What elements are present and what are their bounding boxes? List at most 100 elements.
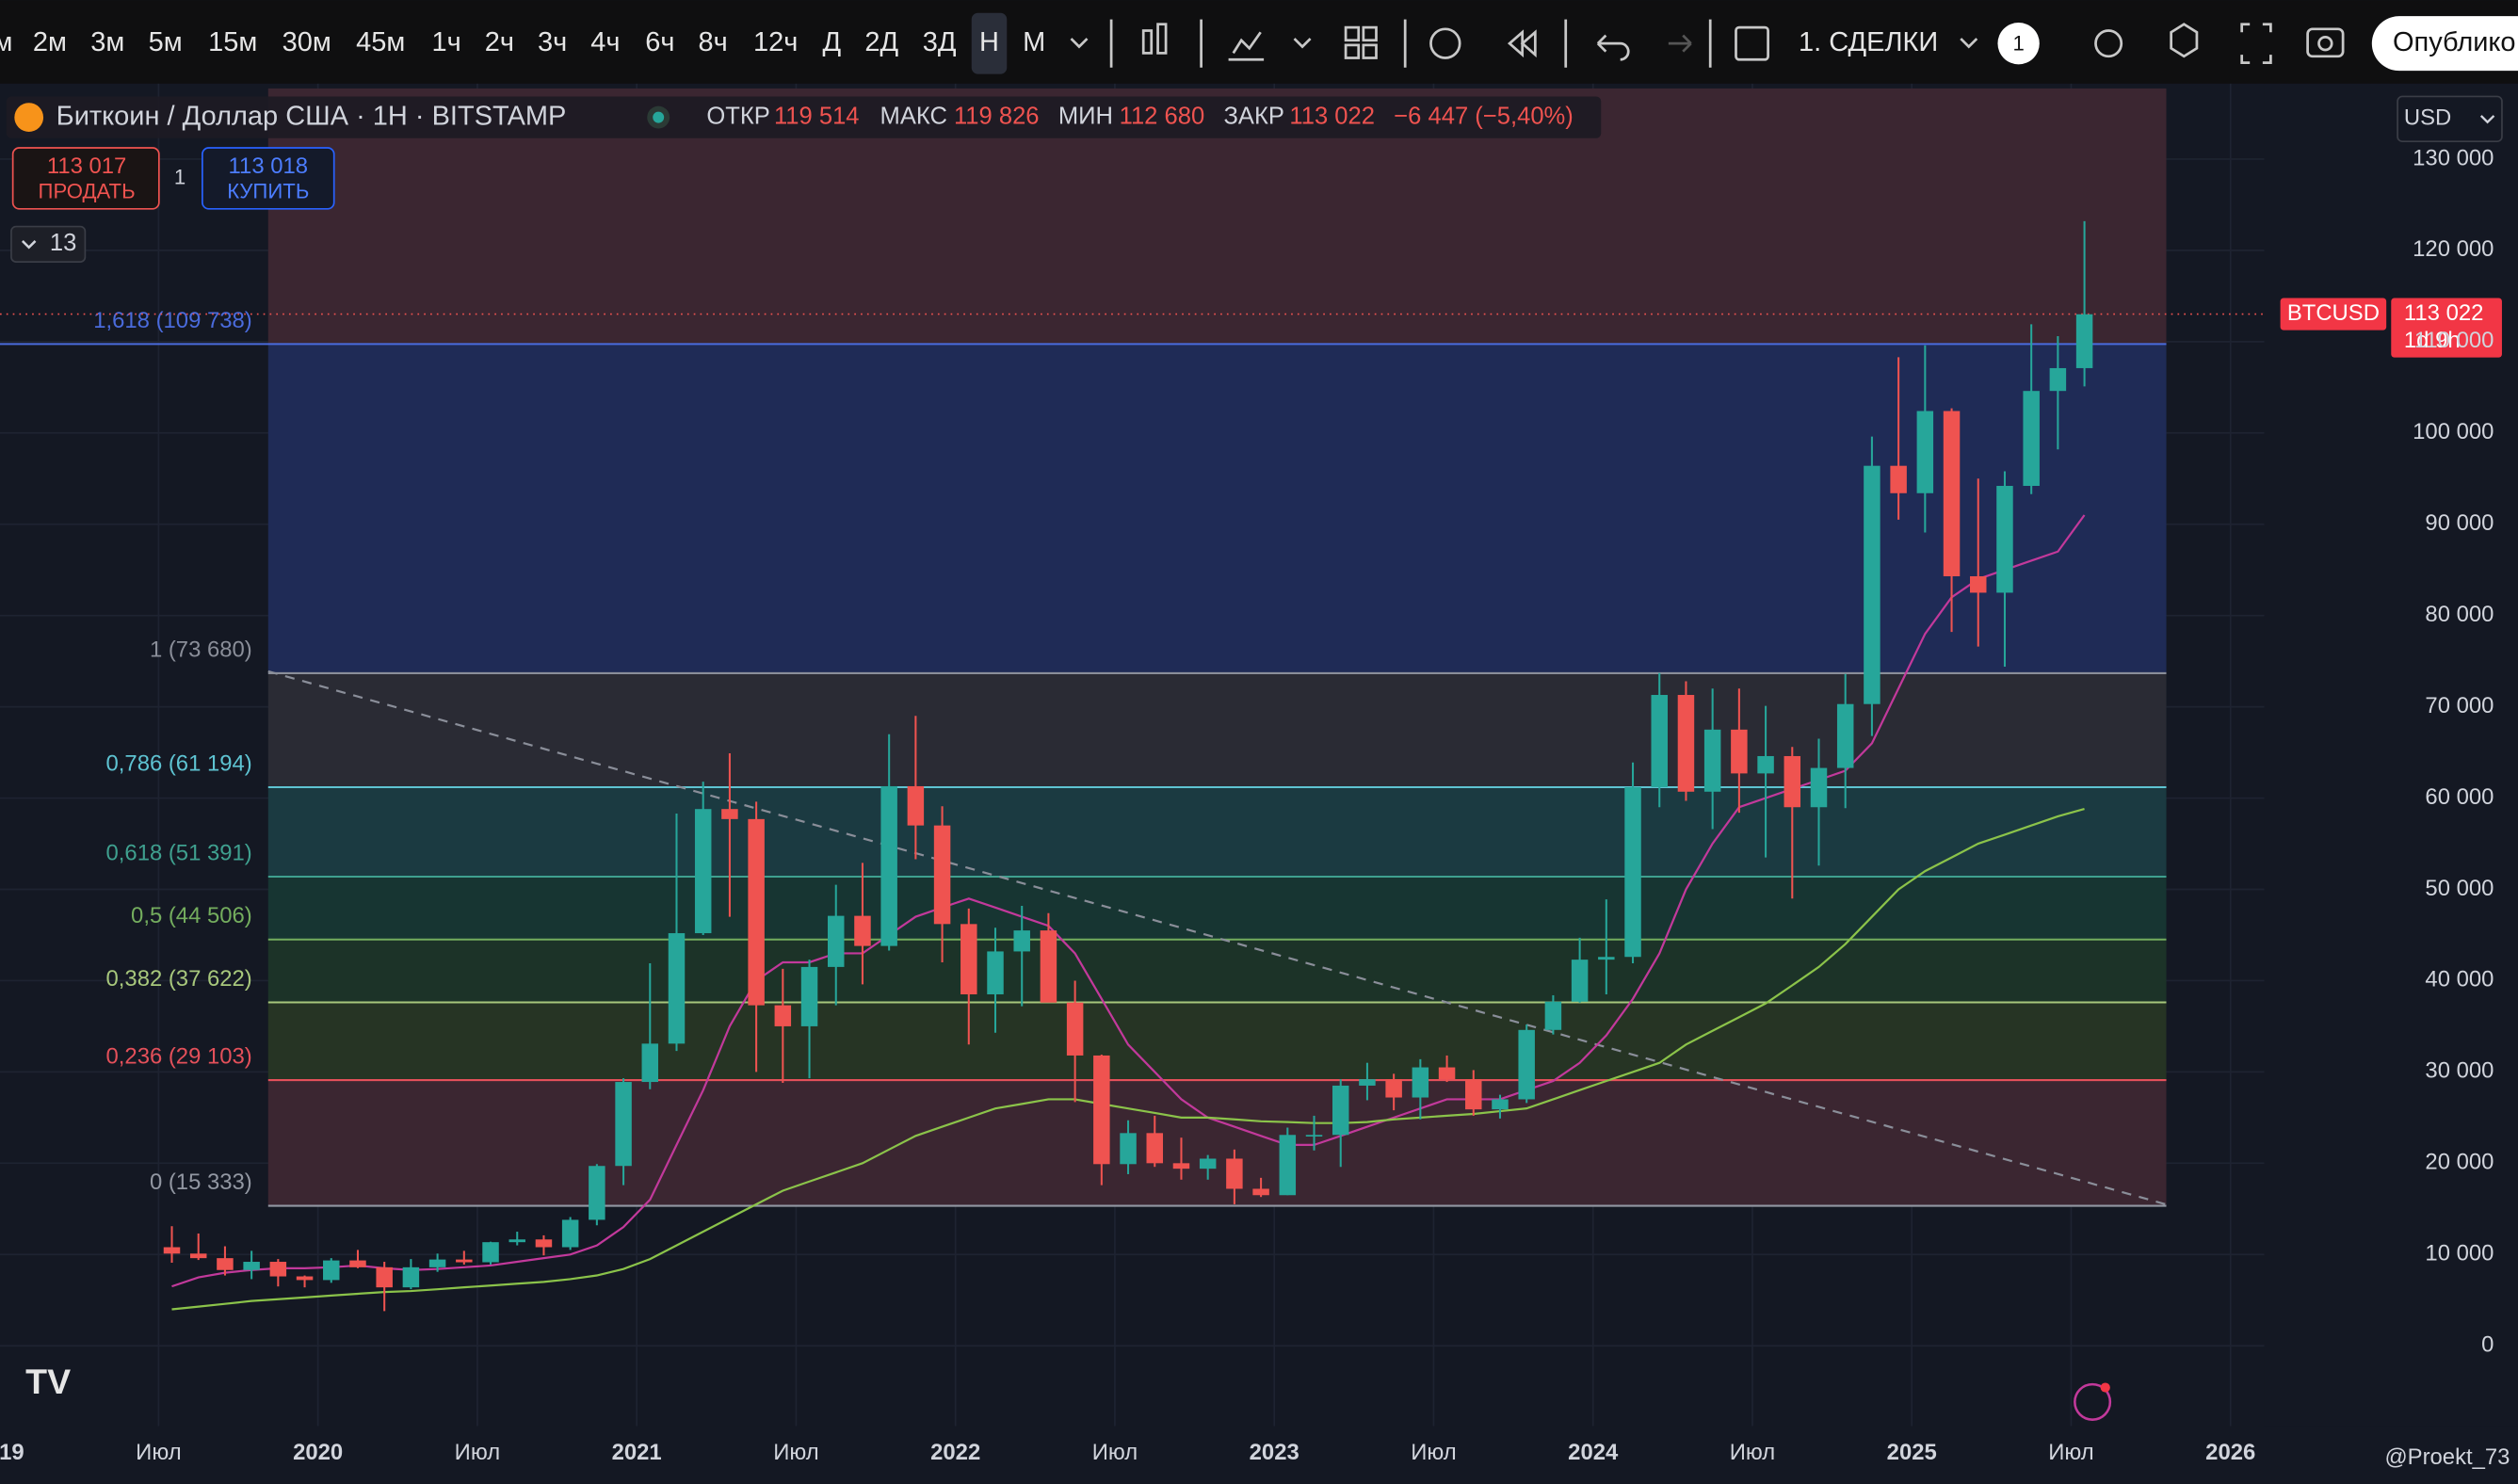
layout-icon[interactable] (1735, 25, 1769, 61)
candle-body (641, 1043, 659, 1083)
timeframe[interactable]: м (0, 27, 12, 57)
replay-icon[interactable] (1507, 29, 1537, 58)
candle-body (189, 1253, 207, 1259)
layout-name[interactable]: 1. СДЕЛКИ (1799, 27, 1938, 57)
alerts-count: 1 (2012, 32, 2024, 56)
y-tick-label: 0 (2481, 1332, 2494, 1358)
countdown: 1d 9h (2404, 328, 2461, 353)
candle-icon[interactable] (1141, 29, 1154, 55)
candle-body (880, 785, 897, 946)
time-axis (0, 1426, 2518, 1484)
fullscreen-icon[interactable] (2240, 23, 2272, 64)
x-tick-label: Июл (1730, 1440, 1775, 1465)
timeframe[interactable]: 3ч (538, 27, 567, 57)
symbol-tag: BTCUSD (2287, 300, 2380, 326)
candle-body (535, 1239, 553, 1248)
y-tick-label: 70 000 (2425, 693, 2494, 718)
x-tick-label: 2024 (1568, 1440, 1619, 1465)
candle-body (1385, 1079, 1402, 1098)
timeframe[interactable]: Н (979, 27, 999, 57)
candle-body (1359, 1079, 1376, 1086)
candle-body (1518, 1029, 1535, 1100)
candle-body (748, 818, 765, 1006)
timeframe[interactable]: 6ч (645, 27, 674, 57)
status-dot (653, 111, 665, 123)
timeframe[interactable]: 2м (33, 27, 67, 57)
sell-price: 113 017 (47, 153, 126, 179)
timeframe[interactable]: 30м (282, 27, 331, 57)
change: −6 447 (−5,40%) (1394, 103, 1574, 129)
candle-body (721, 809, 738, 819)
x-tick-label: Июл (2048, 1440, 2093, 1465)
candle-body (1544, 1001, 1562, 1030)
timeframe[interactable]: 8ч (699, 27, 728, 57)
flash-icon[interactable] (2074, 1382, 2112, 1421)
candle-body (428, 1259, 446, 1267)
timeframes: м 2м 3м 5м 15м 30м 45м 1ч 2ч 3ч 4ч 6ч 8ч 12ч Д 2Д 3Д НМ (0, 12, 1045, 74)
y-tick-label: 80 000 (2425, 602, 2494, 627)
snapshot-icon[interactable] (2306, 27, 2345, 58)
btc-icon (14, 103, 44, 132)
timeframe[interactable]: 3Д (923, 27, 957, 57)
candle-body (1996, 486, 2013, 593)
undo[interactable] (1596, 34, 1630, 61)
timeframe[interactable]: 4ч (590, 27, 620, 57)
buy-button[interactable] (202, 147, 335, 210)
timeframe[interactable]: 5м (149, 27, 183, 57)
candle-body (1305, 1135, 1323, 1137)
candle-body (349, 1260, 366, 1267)
y-tick-label: 50 000 (2425, 876, 2494, 901)
candle-body (1465, 1079, 1482, 1110)
fib-zone (267, 1002, 2167, 1081)
timeframe[interactable]: 2ч (485, 27, 514, 57)
candle-body (933, 825, 951, 925)
candle-body (2075, 314, 2093, 368)
candle-body (243, 1262, 260, 1270)
candle-body (456, 1259, 473, 1263)
buy-price: 113 018 (229, 153, 308, 179)
candle-body (1810, 767, 1828, 808)
candle-body (482, 1242, 499, 1263)
chevron[interactable] (1070, 38, 1089, 49)
search-icon[interactable] (2094, 29, 2123, 58)
candle-body (217, 1258, 234, 1270)
timeframe[interactable]: 3м (90, 27, 124, 57)
timeframe[interactable]: М (1023, 27, 1045, 57)
indicators-toggle[interactable] (10, 225, 87, 263)
settings-icon[interactable] (2170, 23, 2199, 58)
alerts-badge[interactable] (1997, 23, 2040, 65)
alert-icon[interactable] (1429, 27, 1461, 59)
sell-label: ПРОДАТЬ (39, 180, 136, 203)
fib-label: 1 (73 680) (150, 637, 252, 662)
fib-label: 0,236 (29 103) (106, 1044, 252, 1070)
timeframe[interactable]: Д (823, 27, 842, 57)
candle-body (1146, 1133, 1164, 1164)
fib-zone (267, 672, 2167, 787)
quantity[interactable]: 1 (174, 165, 186, 188)
moving-average (171, 808, 2085, 1311)
timeframe[interactable]: 15м (208, 27, 257, 57)
currency-select[interactable] (2397, 95, 2503, 143)
legend-bg (6, 96, 1602, 138)
candle-body (402, 1266, 420, 1288)
open-label: ОТКР (706, 103, 769, 129)
fib-zone (267, 939, 2167, 1003)
currency: USD (2404, 105, 2451, 131)
indicators-icon[interactable] (1228, 31, 1265, 61)
sell-button[interactable] (11, 147, 160, 210)
flash-dot (2100, 1382, 2110, 1393)
timeframe[interactable]: 1ч (431, 27, 460, 57)
tv-logo[interactable]: TV (25, 1362, 71, 1401)
y-tick-label: 90 000 (2425, 510, 2494, 536)
candle-body (1677, 695, 1695, 792)
active-timeframe (971, 12, 1008, 74)
timeframe[interactable]: 2Д (864, 27, 898, 57)
candle-body (615, 1082, 632, 1167)
timeframe[interactable]: 45м (356, 27, 405, 57)
publish-button[interactable] (2371, 16, 2518, 72)
redo[interactable] (1668, 34, 1692, 53)
candle-body (1624, 786, 1641, 958)
timeframe[interactable]: 12ч (753, 27, 798, 57)
